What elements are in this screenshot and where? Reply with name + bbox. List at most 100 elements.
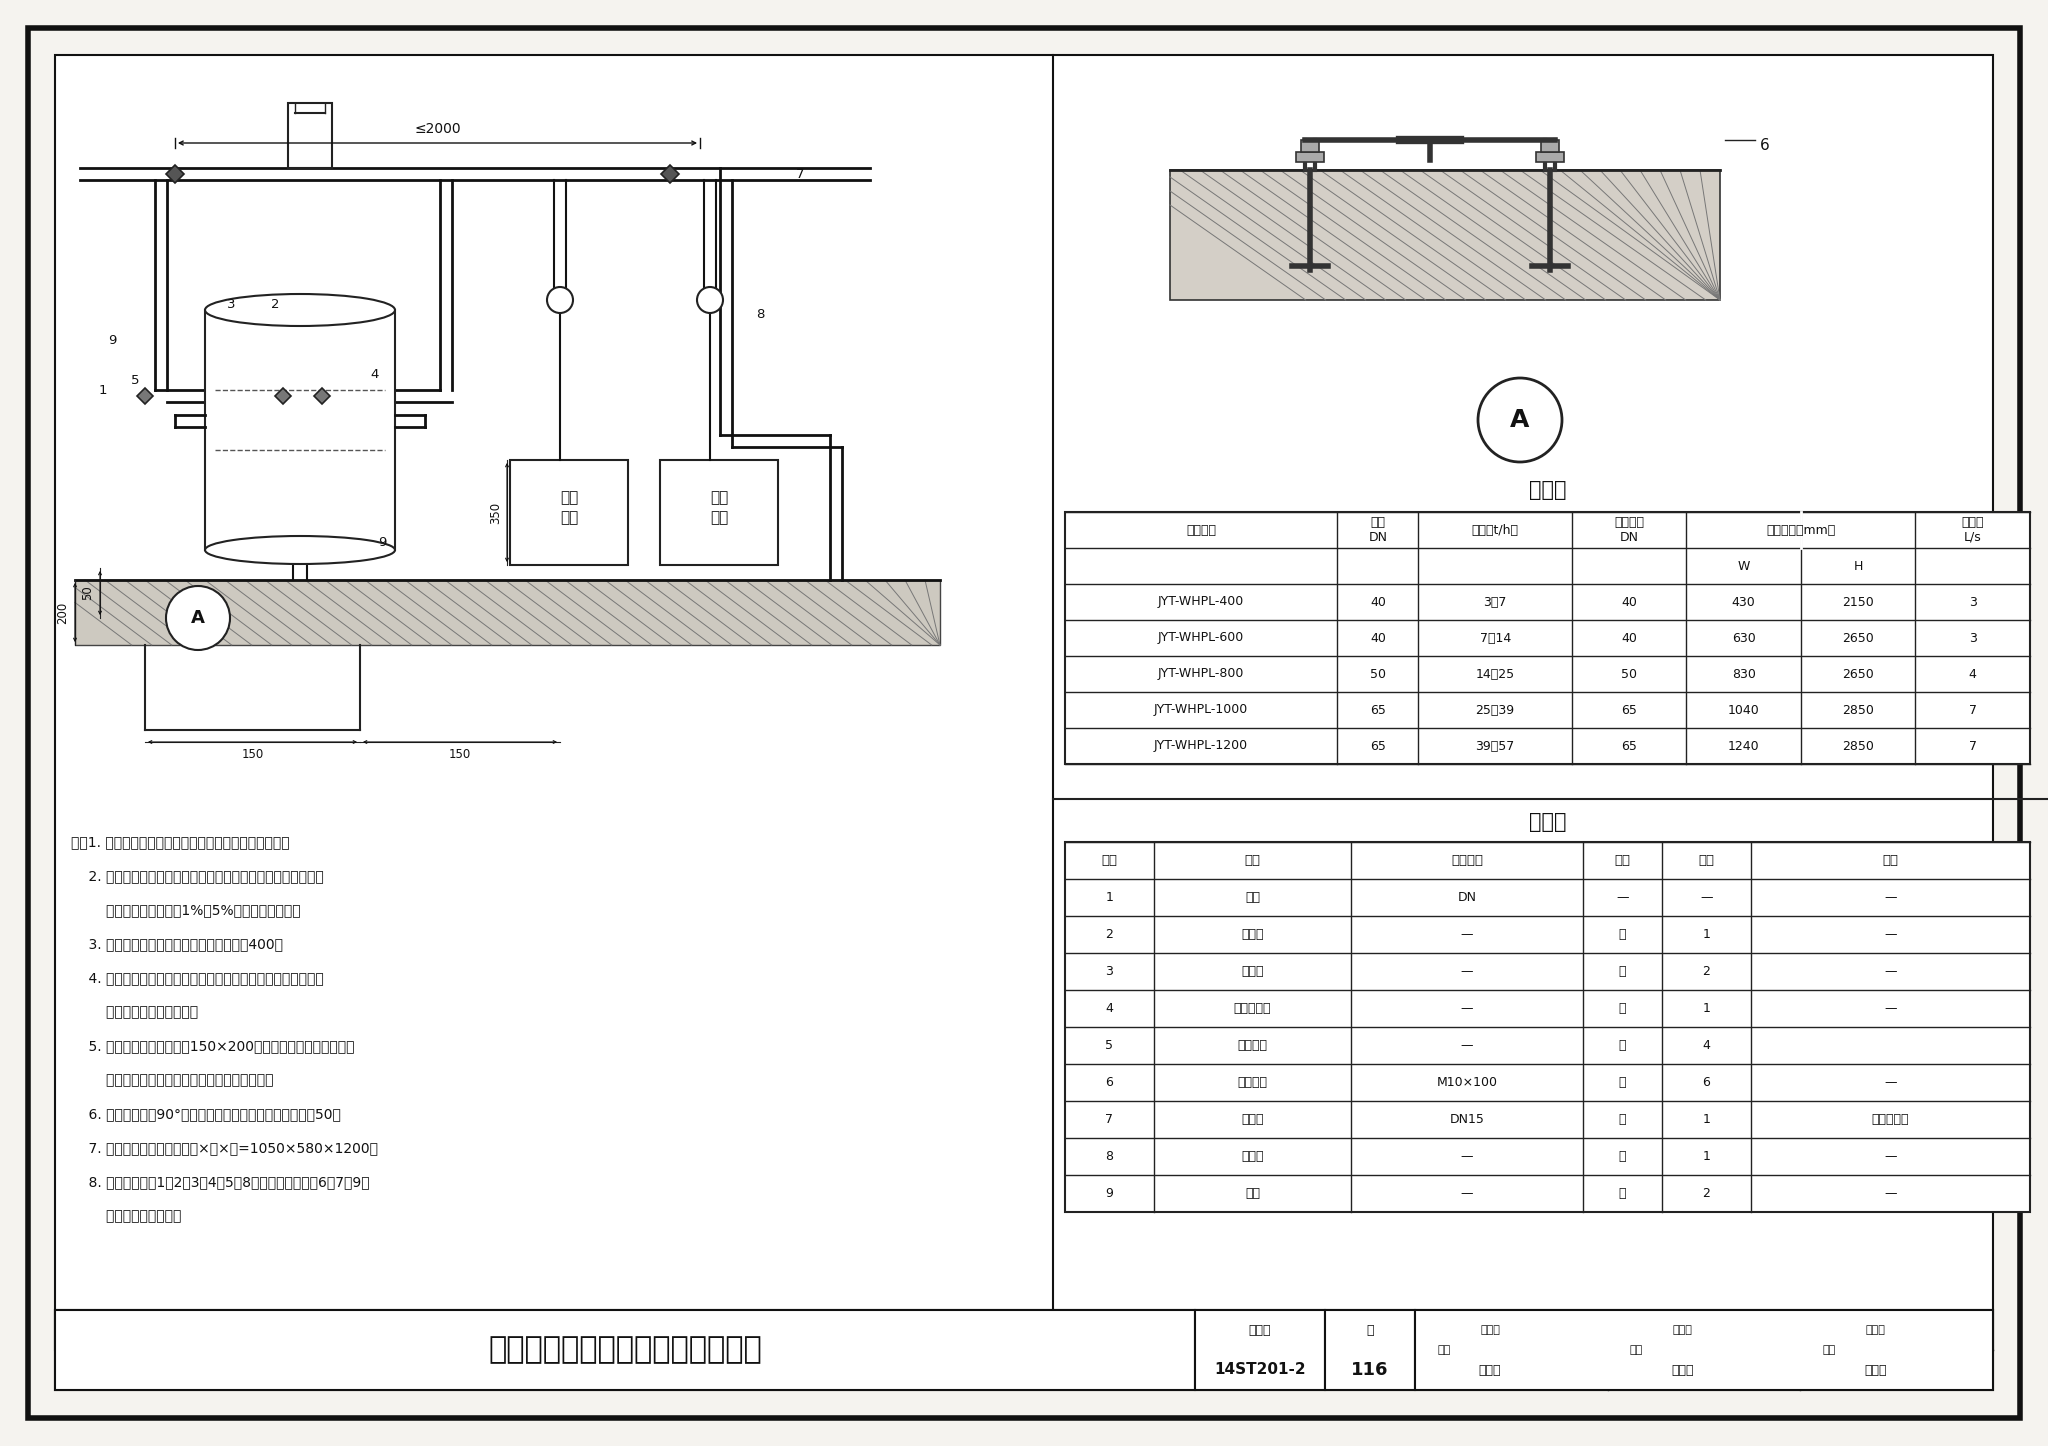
Text: 刘宗峰: 刘宗峰: [1866, 1325, 1886, 1335]
Text: 65: 65: [1622, 739, 1636, 752]
Bar: [659, 460, 778, 565]
Text: 韩云龙: 韩云龙: [1479, 1364, 1501, 1377]
Text: 备注: 备注: [1882, 855, 1898, 868]
Text: 8: 8: [756, 308, 764, 321]
Text: 8. 材料表中编号1、2、3、4、5、8为设备自带，编号6、7、9为: 8. 材料表中编号1、2、3、4、5、8为设备自带，编号6、7、9为: [72, 1176, 369, 1189]
Text: 型号规格: 型号规格: [1452, 855, 1483, 868]
Text: 8: 8: [1106, 1150, 1114, 1163]
Circle shape: [696, 286, 723, 312]
Text: 2850: 2850: [1843, 739, 1874, 752]
Text: 加药孔: 加药孔: [1241, 1113, 1264, 1126]
Bar: [1415, 1310, 1993, 1390]
Text: 数量: 数量: [1698, 855, 1714, 868]
Text: 个: 个: [1618, 1002, 1626, 1015]
Text: 刘宗峰: 刘宗峰: [1864, 1364, 1886, 1377]
Text: 40: 40: [1370, 632, 1386, 645]
Bar: [66, 65, 1044, 805]
Bar: [1296, 152, 1323, 162]
Text: 韩云龙: 韩云龙: [1481, 1325, 1499, 1335]
Text: DN15: DN15: [1450, 1113, 1485, 1126]
Text: H: H: [1853, 560, 1864, 573]
Text: 50: 50: [1370, 668, 1386, 681]
Text: 图集号: 图集号: [1249, 1323, 1272, 1336]
Text: 选型表: 选型表: [1528, 480, 1567, 500]
Text: 6: 6: [1759, 137, 1769, 152]
Text: 2850: 2850: [1843, 704, 1874, 717]
Text: 25～39: 25～39: [1475, 704, 1516, 717]
Text: A: A: [1509, 408, 1530, 432]
Bar: [205, 309, 395, 549]
Circle shape: [1479, 377, 1563, 463]
Bar: [1300, 140, 1319, 152]
Text: M10×100: M10×100: [1436, 1076, 1497, 1089]
Text: —: —: [1884, 1076, 1896, 1089]
Text: 630: 630: [1733, 632, 1755, 645]
Text: ≤2000: ≤2000: [414, 121, 461, 136]
Bar: [55, 55, 1993, 1351]
Polygon shape: [274, 388, 291, 403]
Text: 7: 7: [1968, 704, 1976, 717]
Text: 电动球阀: 电动球阀: [1237, 1040, 1268, 1053]
Text: A: A: [190, 609, 205, 628]
Text: 40: 40: [1622, 596, 1636, 609]
Text: —: —: [1884, 928, 1896, 941]
Text: —: —: [1460, 1002, 1473, 1015]
Text: 830: 830: [1733, 668, 1755, 681]
Text: 个: 个: [1618, 1150, 1626, 1163]
Text: 14ST201-2: 14ST201-2: [1214, 1362, 1307, 1378]
Bar: [289, 103, 332, 168]
Text: 个: 个: [1618, 928, 1626, 941]
Text: 肖柱员: 肖柱员: [1673, 1325, 1692, 1335]
Text: JYT-WHPL-1000: JYT-WHPL-1000: [1153, 704, 1249, 717]
Bar: [76, 580, 940, 645]
Text: 14～25: 14～25: [1475, 668, 1516, 681]
Text: 压力表: 压力表: [1241, 964, 1264, 977]
Text: 2: 2: [1702, 964, 1710, 977]
Bar: [55, 1310, 1194, 1390]
Text: 2. 物化旁流水处理器是采用物理方法和化学方法相结合的旁流: 2. 物化旁流水处理器是采用物理方法和化学方法相结合的旁流: [72, 869, 324, 884]
Text: 水质排污阀: 水质排污阀: [1233, 1002, 1272, 1015]
Text: 65: 65: [1622, 704, 1636, 717]
Text: JYT-WHPL-1200: JYT-WHPL-1200: [1155, 739, 1247, 752]
Bar: [1536, 152, 1565, 162]
Text: 材料表: 材料表: [1528, 813, 1567, 831]
Text: 2150: 2150: [1843, 596, 1874, 609]
Text: 5. 机房排污沟尺寸至少为150×200，如果机房尺寸小于此尺寸: 5. 机房排污沟尺寸至少为150×200，如果机房尺寸小于此尺寸: [72, 1040, 354, 1053]
Bar: [1065, 842, 2030, 1212]
Text: 40: 40: [1622, 632, 1636, 645]
Text: 3: 3: [227, 298, 236, 311]
Text: 外形尺寸（mm）: 外形尺寸（mm）: [1765, 523, 1835, 536]
Text: —: —: [1700, 891, 1712, 904]
Text: 装置: 装置: [559, 510, 578, 525]
Text: 个: 个: [1618, 1076, 1626, 1089]
Text: 个: 个: [1618, 1187, 1626, 1200]
Text: 9: 9: [109, 334, 117, 347]
Text: 2: 2: [270, 298, 279, 311]
Text: —: —: [1460, 1150, 1473, 1163]
Text: 膨胀螺栓: 膨胀螺栓: [1237, 1076, 1268, 1089]
Text: 9: 9: [1106, 1187, 1114, 1200]
Text: 排污管径
DN: 排污管径 DN: [1614, 516, 1645, 544]
Text: 2: 2: [1702, 1187, 1710, 1200]
Text: 2: 2: [1106, 928, 1114, 941]
Text: 3: 3: [1106, 964, 1114, 977]
Text: —: —: [1884, 891, 1896, 904]
Ellipse shape: [205, 536, 395, 564]
Text: 150: 150: [449, 749, 471, 762]
Text: 50: 50: [1622, 668, 1636, 681]
Bar: [1325, 1310, 1415, 1390]
Text: —: —: [1616, 891, 1628, 904]
Text: 4. 系统冲洗管路时，需先关闭设备的进出口阀门，严禁将设备: 4. 系统冲洗管路时，需先关闭设备的进出口阀门，严禁将设备: [72, 972, 324, 985]
Text: 式（过滤系统水量的1%～5%）综合处理设备。: 式（过滤系统水量的1%～5%）综合处理设备。: [72, 902, 301, 917]
Text: 3. 设备距外围管路及建筑物的距离应大于400。: 3. 设备距外围管路及建筑物的距离应大于400。: [72, 937, 283, 951]
Text: 规格型号: 规格型号: [1186, 523, 1217, 536]
Text: 1: 1: [98, 383, 106, 396]
Polygon shape: [166, 165, 184, 184]
Text: 350: 350: [489, 502, 502, 523]
Text: 5: 5: [1106, 1040, 1114, 1053]
Text: 单位: 单位: [1614, 855, 1630, 868]
Text: W: W: [1737, 560, 1749, 573]
Text: 3: 3: [1968, 632, 1976, 645]
Text: 加药: 加药: [559, 490, 578, 506]
Text: 1040: 1040: [1729, 704, 1759, 717]
